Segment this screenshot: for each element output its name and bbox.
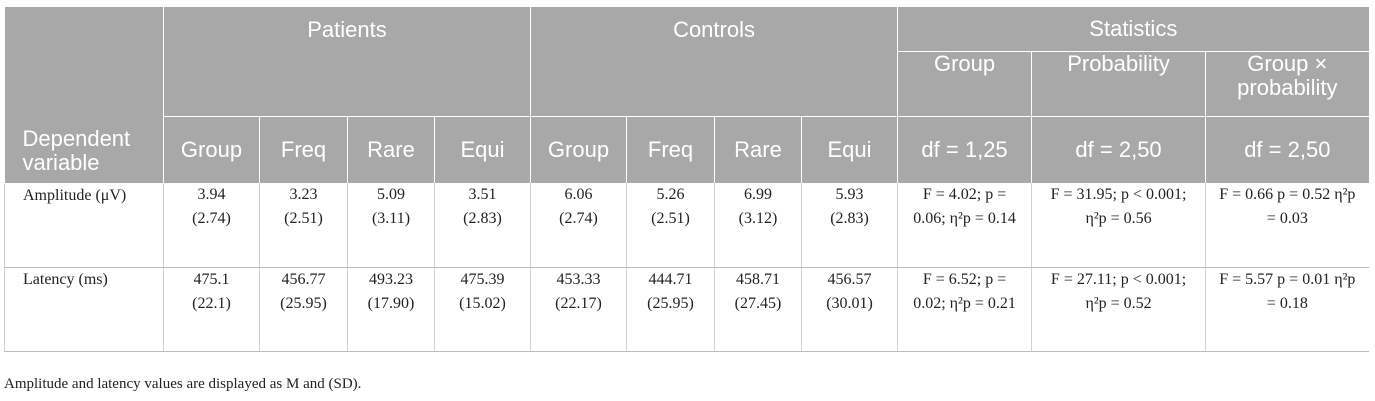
- stat-interaction-header: Group × probability: [1205, 51, 1369, 117]
- stat-group-header: Group: [897, 51, 1032, 117]
- table-footnote: Amplitude and latency values are display…: [4, 376, 362, 392]
- col-patients-freq: Freq: [259, 116, 348, 183]
- row-label: Latency (ms): [4, 267, 164, 352]
- stat-cell: F = 4.02; p = 0.06; η²p = 0.14: [897, 183, 1032, 268]
- statistics-group-header: Statistics: [897, 7, 1369, 52]
- table-cell: 3.51 (2.83): [434, 183, 531, 268]
- table-cell: 3.94 (2.74): [163, 183, 260, 268]
- col-controls-rare: Rare: [714, 116, 802, 183]
- table-cell: 453.33 (22.17): [530, 267, 627, 352]
- table-cell: 5.09 (3.11): [347, 183, 435, 268]
- col-controls-freq: Freq: [626, 116, 715, 183]
- stat-probability-header: Probability: [1031, 51, 1206, 117]
- col-patients-equi: Equi: [434, 116, 531, 183]
- col-controls-equi: Equi: [800, 116, 898, 183]
- col-patients-rare: Rare: [347, 116, 435, 183]
- row-label: Amplitude (μV): [4, 183, 164, 268]
- stat-cell: F = 31.95; p < 0.001; η²p = 0.56: [1031, 183, 1206, 268]
- table-cell: 5.93 (2.83): [800, 183, 898, 268]
- df-probability: df = 2,50: [1031, 116, 1206, 183]
- df-group: df = 1,25: [897, 116, 1032, 183]
- stat-cell: F = 5.57 p = 0.01 η²p = 0.18: [1205, 267, 1369, 352]
- table-cell: 493.23 (17.90): [347, 267, 435, 352]
- table-cell: 444.71 (25.95): [626, 267, 715, 352]
- df-interaction: df = 2,50: [1205, 116, 1369, 183]
- table-cell: 475.39 (15.02): [434, 267, 531, 352]
- stat-cell: F = 27.11; p < 0.001; η²p = 0.52: [1031, 267, 1206, 352]
- patients-group-header: Patients: [163, 7, 531, 117]
- table-cell: 458.71 (27.45): [714, 267, 802, 352]
- table-cell: 5.26 (2.51): [626, 183, 715, 268]
- table-cell: 3.23 (2.51): [259, 183, 348, 268]
- stat-cell: F = 0.66 p = 0.52 η²p = 0.03: [1205, 183, 1369, 268]
- table-cell: 475.1 (22.1): [163, 267, 260, 352]
- table-cell: 6.99 (3.12): [714, 183, 802, 268]
- stat-cell: F = 6.52; p = 0.02; η²p = 0.21: [897, 267, 1032, 352]
- table-row: Amplitude (μV) 3.94 (2.74) 3.23 (2.51) 5.0…: [4, 183, 1369, 268]
- dependent-variable-header: Dependent variable: [4, 7, 164, 184]
- table-cell: 456.77 (25.95): [259, 267, 348, 352]
- table-cell: 6.06 (2.74): [530, 183, 627, 268]
- table-cell: 456.57 (30.01): [800, 267, 898, 352]
- col-controls-group: Group: [530, 116, 627, 183]
- controls-group-header: Controls: [529, 7, 898, 117]
- col-patients-group: Group: [163, 116, 260, 183]
- results-table: Dependent variable Patients Controls Sta…: [4, 7, 1369, 352]
- table-row: Latency (ms) 475.1 (22.1) 456.77 (25.95) 4…: [4, 267, 1369, 352]
